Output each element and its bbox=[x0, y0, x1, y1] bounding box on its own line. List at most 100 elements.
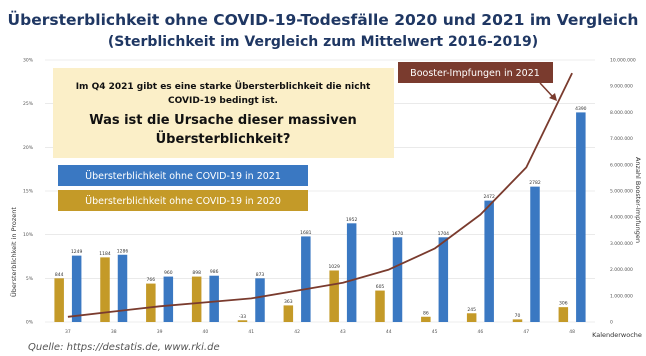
legend-2020-swatch bbox=[58, 190, 308, 211]
source-text: Quelle: https://destatis.de, www.rki.de bbox=[28, 342, 220, 353]
bar-2020-label: 70 bbox=[515, 313, 521, 319]
bar-2021 bbox=[484, 200, 494, 322]
x-tick-label: 43 bbox=[340, 329, 346, 335]
y2-tick-label: 2.000.000 bbox=[610, 267, 633, 273]
bar-2020-label: 766 bbox=[147, 277, 156, 283]
y2-tick-label: 7.000.000 bbox=[610, 136, 633, 142]
booster-line-layer bbox=[67, 72, 573, 318]
bar-2021-label: 1249 bbox=[71, 249, 83, 255]
y2-tick-label: 3.000.000 bbox=[610, 241, 633, 247]
bar-2020 bbox=[558, 307, 569, 322]
annotation-question-1: Was ist die Ursache dieser massiven bbox=[89, 113, 357, 128]
legend-booster: Booster-Impfungen in 2021 bbox=[398, 62, 557, 101]
bar-2020-label: 1029 bbox=[328, 264, 340, 270]
bar-2020 bbox=[466, 313, 477, 322]
legend-2021-swatch bbox=[58, 165, 308, 186]
x-axis-ticks: 37 38 39 40 41 42 43 44 45 46 47 48 bbox=[65, 329, 575, 335]
y-tick-label: 10% bbox=[23, 232, 34, 238]
bar-2021 bbox=[163, 276, 174, 322]
y-tick-label: 30% bbox=[23, 58, 34, 64]
bar-data-labels: 844 1249 1184 1286 766 960 898 986 -33 873 363 1681… bbox=[55, 106, 587, 320]
y-axis-title: Übersterblichkeit in Prozent bbox=[9, 207, 18, 297]
bar-2021 bbox=[530, 186, 540, 322]
y-tick-label: 0% bbox=[26, 320, 34, 326]
bar-2021 bbox=[255, 278, 265, 322]
legend-booster-label: Booster-Impfungen in 2021 bbox=[410, 68, 540, 79]
bar-2021 bbox=[346, 223, 357, 322]
bar-2020 bbox=[421, 316, 431, 322]
bar-2021-label: 4390 bbox=[575, 106, 587, 112]
annotation-line-1: Im Q4 2021 gibt es eine starke Übersterb… bbox=[76, 81, 371, 92]
bar-2020 bbox=[237, 320, 248, 322]
bar-2020 bbox=[375, 290, 385, 322]
legend-2021: Übersterblichkeit ohne COVID-19 in 2021 bbox=[58, 165, 308, 186]
y-tick-label: 25% bbox=[23, 101, 34, 107]
y-tick-label: 20% bbox=[23, 145, 34, 151]
legend-booster-arrow-line bbox=[539, 82, 554, 98]
bar-2020 bbox=[191, 276, 202, 322]
bar-2021-label: 1670 bbox=[392, 231, 404, 237]
x-tick-label: 37 bbox=[65, 329, 71, 335]
bar-2020 bbox=[100, 257, 110, 322]
annotation-question-2: Übersterblichkeit? bbox=[156, 131, 291, 147]
y-tick-label: 15% bbox=[23, 189, 34, 195]
annotation-background bbox=[53, 68, 394, 158]
bar-2020-label: 898 bbox=[192, 270, 201, 276]
legend-booster-swatch bbox=[398, 62, 553, 83]
bar-2020 bbox=[329, 270, 339, 322]
bar-2021-label: 2472 bbox=[483, 194, 495, 200]
bar-2021 bbox=[117, 254, 128, 322]
y2-axis-ticks: 0 1.000.000 2.000.000 3.000.000 4.000.000 5.0… bbox=[610, 58, 636, 326]
bar-2020-label: 363 bbox=[284, 299, 293, 305]
bar-2020-label: 844 bbox=[55, 272, 64, 278]
legend-2020: Übersterblichkeit ohne COVID-19 in 2020 bbox=[58, 190, 308, 211]
x-tick-label: 44 bbox=[386, 329, 392, 335]
bar-2020-label: 1184 bbox=[99, 251, 111, 257]
annotation-box: Im Q4 2021 gibt es eine starke Übersterb… bbox=[53, 68, 394, 158]
bar-2021 bbox=[301, 236, 311, 322]
bar-2020-label: 86 bbox=[423, 310, 429, 316]
bar-2021-label: 1286 bbox=[117, 248, 129, 254]
legend-2021-label: Übersterblichkeit ohne COVID-19 in 2021 bbox=[85, 171, 281, 182]
bar-2020 bbox=[283, 305, 294, 322]
x-tick-label: 46 bbox=[478, 329, 484, 335]
y2-axis-title: Anzahl Booster-Impfungen bbox=[634, 157, 642, 243]
chart-subtitle: (Sterblichkeit im Vergleich zum Mittelwe… bbox=[108, 34, 538, 50]
x-tick-label: 39 bbox=[157, 329, 163, 335]
bar-2021 bbox=[438, 237, 449, 322]
bar-2020 bbox=[146, 283, 156, 322]
bar-2021-label: 873 bbox=[256, 272, 265, 278]
bar-2021-label: 1952 bbox=[346, 217, 358, 223]
bar-2021 bbox=[392, 237, 403, 322]
y2-tick-label: 6.000.000 bbox=[610, 162, 633, 168]
bar-2021-label: 2782 bbox=[529, 180, 541, 186]
booster-line bbox=[67, 72, 573, 318]
bar-2021 bbox=[71, 255, 82, 322]
y-axis-ticks: 0% 5% 10% 15% 20% 25% 30% bbox=[23, 58, 34, 326]
legend-booster-arrowhead bbox=[549, 93, 557, 101]
x-tick-label: 40 bbox=[203, 329, 209, 335]
x-tick-label: 42 bbox=[294, 329, 300, 335]
bar-2021 bbox=[576, 112, 586, 323]
bar-2021-label: 1681 bbox=[300, 230, 312, 236]
x-tick-label: 38 bbox=[111, 329, 117, 335]
bar-2021-label: 960 bbox=[164, 270, 173, 276]
y2-tick-label: 5.000.000 bbox=[610, 189, 633, 195]
bar-2021 bbox=[209, 275, 219, 322]
bar-2020 bbox=[54, 278, 64, 322]
y2-tick-label: 0 bbox=[610, 320, 613, 326]
y2-tick-label: 8.000.000 bbox=[610, 110, 633, 116]
y2-tick-label: 1.000.000 bbox=[610, 293, 633, 299]
y2-tick-label: 9.000.000 bbox=[610, 84, 633, 90]
bar-2020-label: -33 bbox=[239, 314, 246, 320]
y-tick-label: 5% bbox=[26, 276, 34, 282]
annotation-line-2: COVID-19 bedingt ist. bbox=[168, 96, 278, 106]
legend-2020-label: Übersterblichkeit ohne COVID-19 in 2020 bbox=[85, 196, 281, 207]
bar-2020-label: 605 bbox=[376, 284, 385, 290]
y2-tick-label: 10.000.000 bbox=[610, 58, 636, 64]
x-tick-label: 48 bbox=[569, 329, 575, 335]
bar-2020-label: 306 bbox=[559, 301, 568, 307]
bars bbox=[54, 112, 586, 323]
x-tick-label: 47 bbox=[523, 329, 529, 335]
